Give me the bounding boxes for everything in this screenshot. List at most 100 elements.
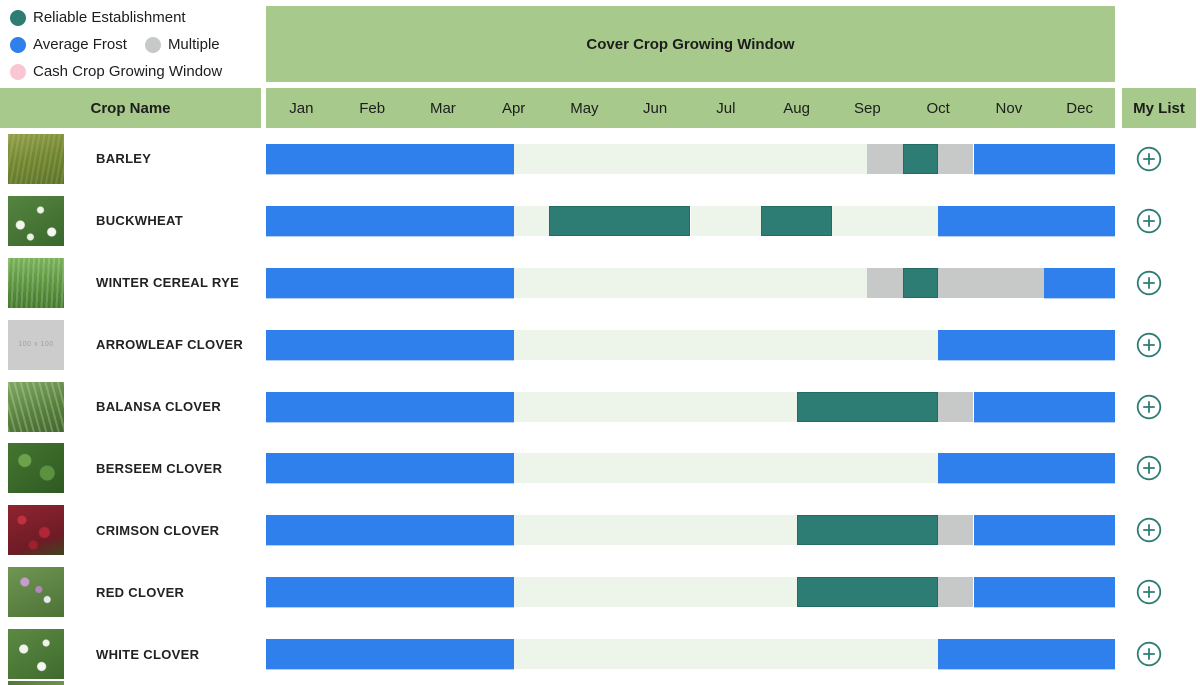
timeline-title-bar: Cover Crop Growing Window [266,6,1115,82]
bar-segment-multiple [938,577,974,608]
bar-segment-multiple [867,144,903,174]
month-label-dec: Dec [1066,99,1093,117]
crop-thumbnail-photo [8,195,64,246]
plus-circle-icon [1136,332,1162,361]
bar-segment-window [513,639,939,670]
bar-segment-frost [266,205,514,236]
bar-segment-frost [266,144,514,174]
crop-thumbnail-photo [8,505,64,556]
crop-thumbnail-photo [8,257,64,308]
bar-segment-window [831,205,939,236]
bar-segment-frost [938,639,1115,670]
crop-name-column-header: Crop Name [0,88,261,128]
month-label-sep: Sep [854,99,881,117]
add-to-my-list-button[interactable] [1136,270,1162,296]
add-to-my-list-button[interactable] [1136,208,1162,234]
bar-segment-window [513,391,797,422]
add-to-my-list-button[interactable] [1136,517,1162,543]
multiple-swatch-icon [144,36,161,53]
bar-segment-multiple [938,144,974,174]
bar-segment-multiple [938,515,974,546]
month-label-jun: Jun [643,99,668,117]
bar-segment-frost [938,453,1115,484]
crop-name-label: BUCKWHEAT [96,213,183,229]
plus-circle-icon [1136,208,1162,237]
crop-row: 100 x 100 ARROWLEAF CLOVER [0,313,1200,376]
crop-name-label: CRIMSON CLOVER [96,522,220,538]
growing-window-bar [266,453,1115,484]
legend-label-multiple: Multiple [167,36,220,53]
crop-name-label: BERSEEM CLOVER [96,460,223,476]
growing-window-bar [266,267,1115,298]
crop-name-label: ARROWLEAF CLOVER [96,337,244,353]
crop-name-label: WINTER CEREAL RYE [96,275,240,291]
bar-segment-window [513,577,797,608]
bar-segment-reliable [902,267,939,298]
bar-segment-frost [266,391,514,422]
legend-row: Cash Crop Growing Window [10,58,262,85]
reliable-establishment-swatch-icon [10,9,26,26]
bar-segment-window [513,267,868,298]
plus-circle-icon [1136,641,1162,670]
growing-window-bar [266,639,1115,670]
month-label-nov: Nov [995,99,1023,117]
crop-name-label: BARLEY [96,151,152,167]
add-to-my-list-button[interactable] [1136,394,1162,420]
next-row-thumbnail-partial [8,681,64,685]
add-to-my-list-button[interactable] [1136,146,1162,172]
crop-name-label: BALANSA CLOVER [96,399,222,414]
bar-segment-reliable [796,391,939,422]
timeline-title: Cover Crop Growing Window [586,35,795,53]
bar-segment-frost [266,515,514,546]
crop-thumbnail-placeholder: 100 x 100 [8,319,64,370]
crop-thumbnail-photo [8,134,64,184]
add-to-my-list-button[interactable] [1136,579,1162,605]
months-header: Jan Feb Mar Apr May Jun Jul Aug Sep Oct Nov Dec [266,88,1115,128]
bar-segment-window [513,144,868,174]
bar-segment-frost [973,144,1115,174]
bar-segment-reliable [796,577,939,608]
crop-name-label: RED CLOVER [96,584,185,600]
bar-segment-frost [266,267,514,298]
month-label-jan: Jan [289,99,314,117]
bar-segment-frost [973,577,1115,608]
crop-name-label: WHITE CLOVER [96,646,200,662]
growing-window-bar [266,329,1115,360]
growing-window-bar [266,515,1115,546]
bar-segment-frost [938,329,1115,360]
month-label-mar: Mar [429,99,456,117]
bar-segment-window [513,515,797,546]
plus-circle-icon [1136,580,1162,608]
bar-segment-window [513,329,939,360]
add-to-my-list-button[interactable] [1136,455,1162,481]
plus-circle-icon [1136,146,1162,175]
bar-segment-frost [973,391,1115,422]
growing-window-bar [266,205,1115,236]
month-label-apr: Apr [501,99,526,117]
crop-thumbnail-photo [8,629,64,680]
month-label-oct: Oct [926,99,950,117]
crop-thumbnail-photo [8,567,64,618]
plus-circle-icon [1136,456,1162,484]
legend-label-reliable-establishment: Reliable Establishment [33,9,186,26]
bar-segment-multiple [938,267,1045,298]
crop-row: WHITE CLOVER [0,623,1200,685]
crop-rows: BARLEY BUCKWHEAT WINTER CEREAL RYE 100 x 10… [0,128,1200,685]
bar-segment-multiple [867,267,903,298]
add-to-my-list-button[interactable] [1136,332,1162,358]
legend-label-average-frost: Average Frost [33,36,127,53]
crop-row: BALANSA CLOVER [0,375,1200,438]
crop-row: WINTER CEREAL RYE [0,251,1200,314]
crop-thumbnail-photo [8,443,64,494]
bar-segment-frost [266,577,514,608]
bar-segment-frost [266,453,514,484]
legend-label-cash-crop-window: Cash Crop Growing Window [33,63,223,80]
month-label-feb: Feb [359,99,386,117]
plus-circle-icon [1136,518,1162,546]
add-to-my-list-button[interactable] [1136,641,1162,667]
growing-window-bar [266,144,1115,174]
bar-segment-reliable [902,144,939,174]
bar-segment-window [513,453,939,484]
bar-segment-window [513,205,549,236]
